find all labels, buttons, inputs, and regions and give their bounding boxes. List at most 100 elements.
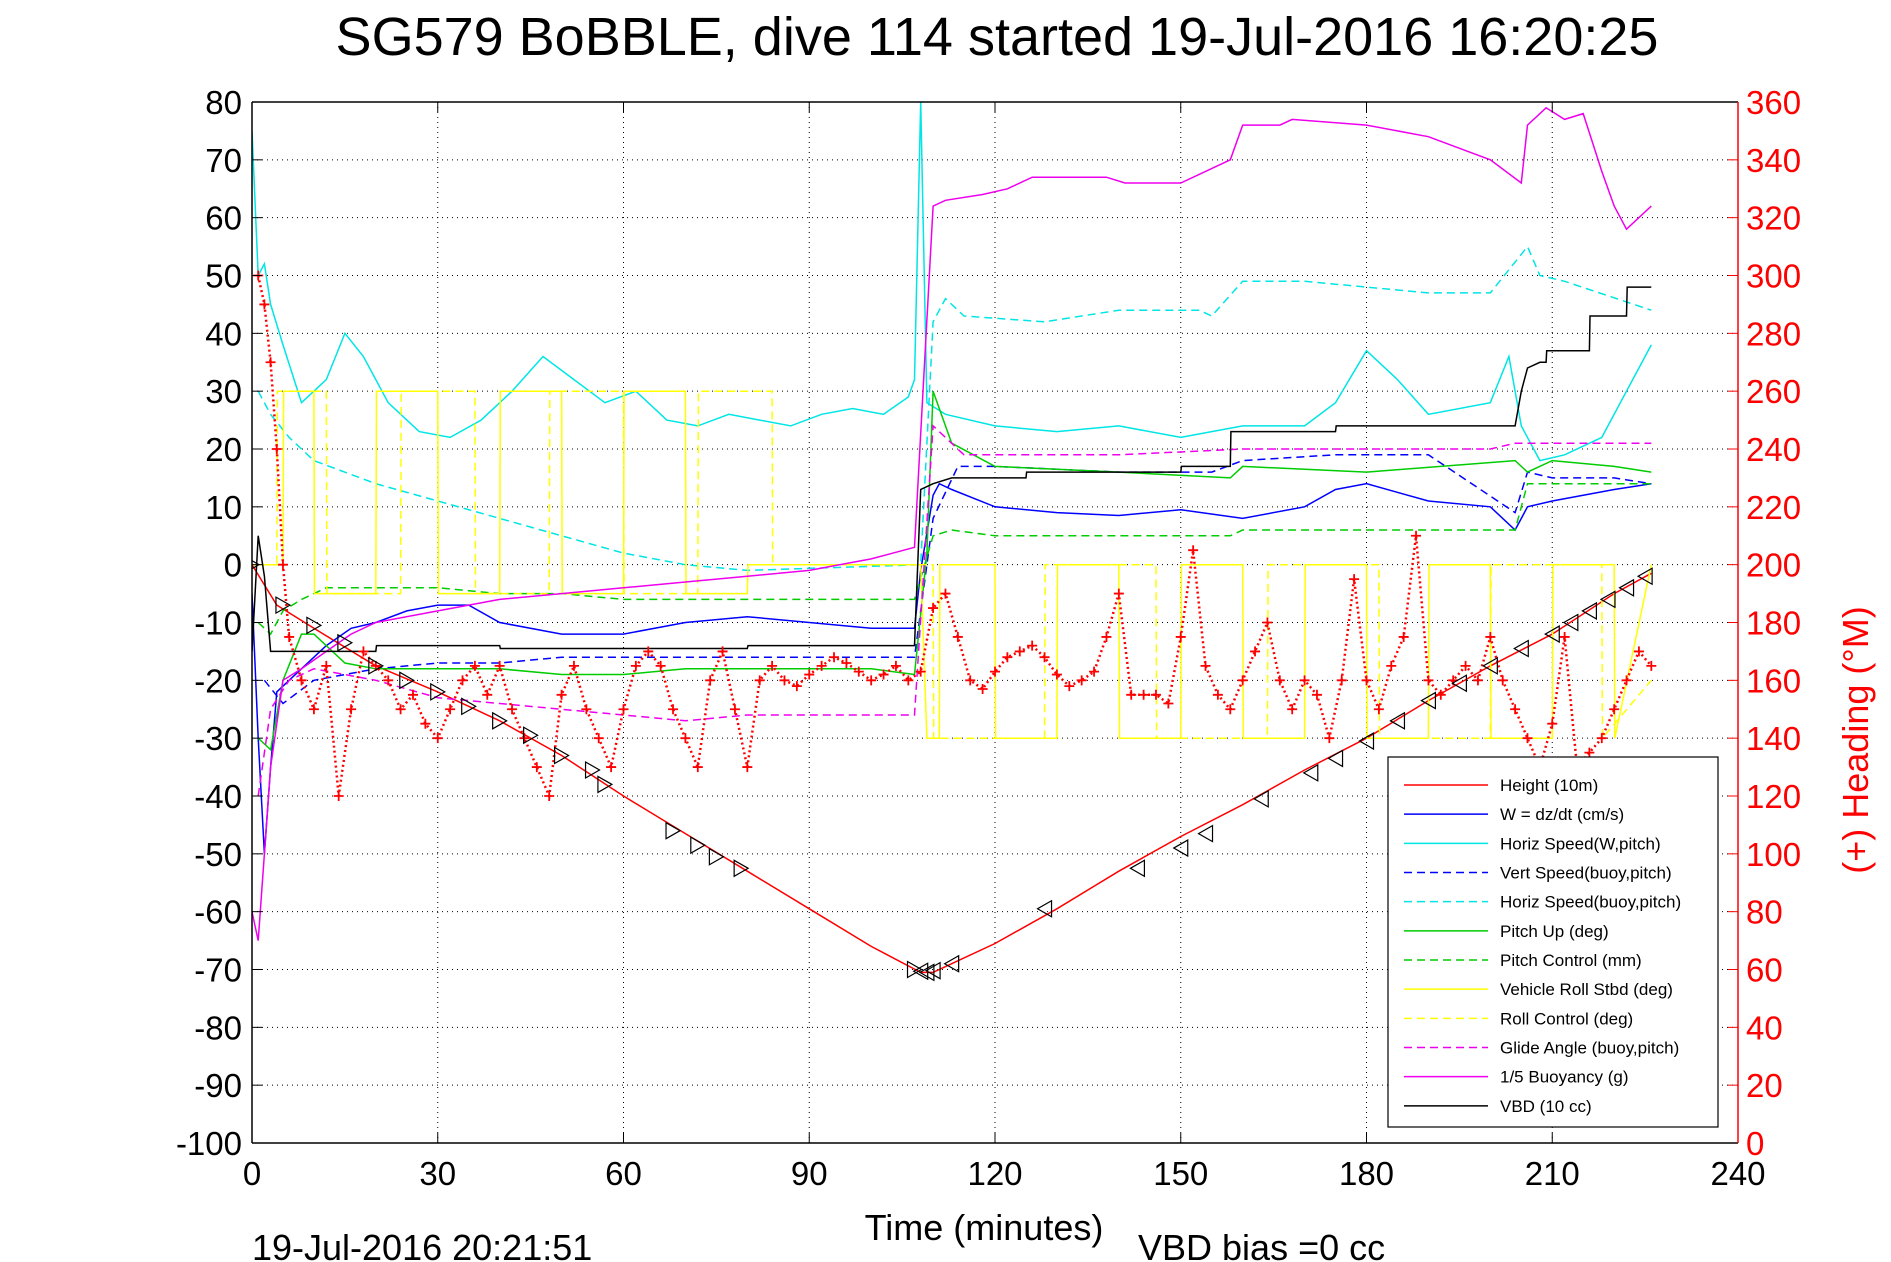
track-marker [1389, 711, 1406, 730]
heading-point [890, 660, 901, 671]
series-5-line [257, 390, 1652, 752]
track-marker [1197, 824, 1214, 843]
heading-point [903, 675, 914, 686]
legend-entry: Height (10m) [1500, 776, 1598, 795]
track-marker [1451, 674, 1467, 693]
heading-point [655, 660, 666, 671]
heading-point [754, 675, 765, 686]
track-marker [690, 836, 707, 855]
right-tick-label: 220 [1746, 489, 1801, 526]
right-tick-label: 80 [1746, 894, 1783, 931]
right-tick-label: 120 [1746, 778, 1801, 815]
right-tick-label: 20 [1746, 1067, 1783, 1104]
right-tick-label: 240 [1746, 431, 1801, 468]
heading-point [308, 704, 319, 715]
footer-timestamp: 19-Jul-2016 20:21:51 [252, 1227, 592, 1262]
heading-point [358, 646, 369, 657]
legend-box [1387, 756, 1719, 1128]
heading-point [482, 689, 493, 700]
track-marker [708, 847, 725, 866]
heading-point [791, 681, 802, 692]
y-tick-label: -20 [194, 662, 242, 699]
x-tick-label: 60 [605, 1155, 642, 1192]
x-tick-label: 180 [1339, 1155, 1394, 1192]
legend-entry: 1/5 Buoyancy (g) [1500, 1068, 1629, 1087]
heading-point [420, 718, 431, 729]
heading-line [256, 275, 1653, 801]
track-marker [1327, 749, 1344, 768]
heading-point [965, 675, 976, 686]
heading-point [1051, 669, 1062, 680]
heading-point [445, 704, 456, 715]
y-tick-label: -60 [194, 894, 242, 931]
y-tick-label: 30 [205, 373, 242, 410]
track-marker [461, 697, 477, 716]
axes [251, 101, 1739, 1144]
right-tick-label: 340 [1746, 142, 1801, 179]
heading-point [1002, 652, 1013, 663]
track-marker [924, 961, 941, 980]
y-tick-label: 10 [205, 489, 242, 526]
track-marker [1302, 763, 1319, 782]
heading-point [1584, 747, 1595, 758]
right-tick-label: 260 [1746, 373, 1801, 410]
heading-point [1089, 666, 1100, 677]
x-tick-label: 210 [1525, 1155, 1580, 1192]
track-marker [1618, 578, 1635, 597]
right-tick-label: 180 [1746, 605, 1801, 642]
heading-point [990, 666, 1000, 677]
track-marker [492, 711, 508, 730]
legend-entry: VBD (10 cc) [1500, 1097, 1592, 1116]
y-tick-label: 60 [205, 200, 242, 237]
track-marker [665, 821, 682, 840]
series-7-line [252, 390, 1653, 739]
y-tick-label: -90 [194, 1067, 242, 1104]
y-tick-label: -70 [194, 952, 242, 989]
x-tick-label: 30 [419, 1155, 456, 1192]
right-tick-label: 280 [1746, 315, 1801, 352]
legend-entry: Vehicle Roll Stbd (deg) [1500, 980, 1673, 999]
series-10-line [252, 106, 1652, 941]
track-marker [306, 616, 323, 635]
right-tick-label: 0 [1746, 1125, 1764, 1162]
series-12-markers [253, 270, 1657, 801]
track-marker [1482, 656, 1498, 675]
heading-point [1262, 617, 1273, 628]
legend-entry: Horiz Speed(W,pitch) [1500, 834, 1661, 853]
y-tick-label: 20 [205, 431, 242, 468]
chart-title: SG579 BoBBLE, dive 114 started 19-Jul-20… [336, 7, 1659, 67]
heading-point [531, 762, 542, 773]
series-0-line [252, 564, 1652, 974]
legend-entry: Vert Speed(buoy,pitch) [1500, 864, 1672, 883]
plot-area [252, 102, 1657, 982]
track-marker [1420, 691, 1437, 710]
y-tick-label: -50 [194, 836, 242, 873]
track-marker [1129, 859, 1146, 878]
right-tick-label: 360 [1746, 84, 1801, 121]
track-marker [1513, 639, 1529, 658]
series-8-line [252, 390, 1652, 741]
legend-entry: Horiz Speed(buoy,pitch) [1500, 893, 1681, 912]
heading-point [457, 675, 468, 686]
legend-entry: Glide Angle (buoy,pitch) [1500, 1039, 1679, 1058]
series-4-line [257, 245, 1652, 572]
legend: Height (10m) W = dz/dt (cm/s) Horiz Speed(… [1387, 756, 1719, 1128]
y-tick-label: -10 [194, 605, 242, 642]
heading-point [469, 660, 480, 671]
x-tick-label: 0 [243, 1155, 261, 1192]
track-marker [368, 656, 385, 675]
x-tick-label: 150 [1153, 1155, 1208, 1192]
y-tick-label: -80 [194, 1009, 242, 1046]
heading-point [519, 733, 530, 744]
track-marker [597, 775, 614, 794]
x-tick-label: 240 [1710, 1155, 1765, 1192]
right-tick-label: 60 [1746, 952, 1783, 989]
series-2-line [252, 102, 1652, 462]
track-marker [1636, 567, 1653, 586]
heading-point [977, 684, 988, 695]
x-tick-label: 120 [967, 1155, 1022, 1192]
track-marker [430, 682, 446, 701]
heading-point [1621, 675, 1632, 686]
y-tick-label: -30 [194, 720, 242, 757]
